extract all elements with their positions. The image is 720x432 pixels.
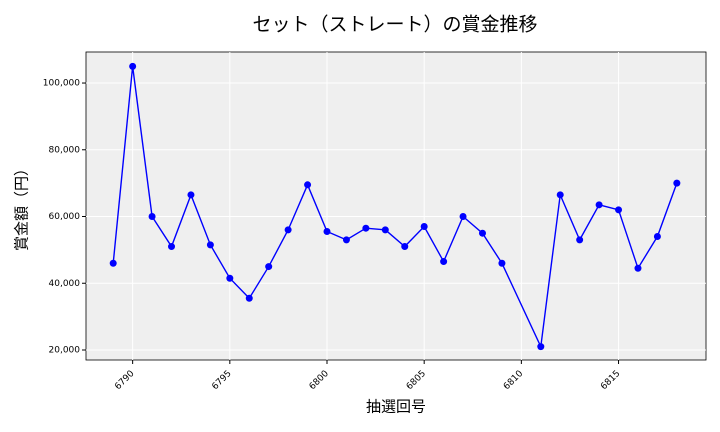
y-tick-label: 20,000 xyxy=(49,345,81,355)
y-tick-label: 100,000 xyxy=(43,79,80,89)
data-point xyxy=(342,236,350,244)
x-tick-label: 6805 xyxy=(405,369,428,392)
data-point xyxy=(420,223,428,231)
x-tick-label: 6815 xyxy=(599,369,622,392)
x-tick-label: 6795 xyxy=(210,369,233,392)
data-point xyxy=(440,258,448,266)
data-point xyxy=(148,213,156,221)
data-point xyxy=(401,243,409,251)
data-point xyxy=(653,233,661,241)
data-point xyxy=(576,236,584,244)
data-point xyxy=(362,224,370,232)
data-point xyxy=(206,241,214,249)
data-point xyxy=(129,62,137,70)
data-point xyxy=(673,179,681,187)
data-point xyxy=(304,181,312,189)
data-point xyxy=(109,259,117,267)
data-point xyxy=(498,259,506,267)
data-point xyxy=(323,228,331,236)
y-axis-label: 賞金額（円） xyxy=(13,161,31,251)
chart-title: セット（ストレート）の賞金推移 xyxy=(252,14,537,36)
data-point xyxy=(634,264,642,272)
data-point xyxy=(284,226,292,234)
y-tick-label: 80,000 xyxy=(49,145,81,155)
plot-area xyxy=(85,51,707,361)
y-tick-label: 60,000 xyxy=(49,212,81,222)
data-point xyxy=(537,343,545,351)
data-point xyxy=(459,213,467,221)
data-point xyxy=(478,229,486,237)
data-point xyxy=(168,243,176,251)
data-point xyxy=(381,226,389,234)
data-point xyxy=(615,206,623,214)
x-tick-label: 6810 xyxy=(502,369,525,392)
data-point xyxy=(226,274,234,282)
data-point xyxy=(595,201,603,209)
data-point xyxy=(245,294,253,302)
data-point xyxy=(265,263,273,271)
x-axis-label: 抽選回号 xyxy=(366,398,426,416)
data-point xyxy=(187,191,195,199)
x-tick-label: 6800 xyxy=(308,369,331,392)
data-point xyxy=(556,191,564,199)
x-tick-label: 6790 xyxy=(113,369,136,392)
y-tick-label: 40,000 xyxy=(49,279,81,289)
